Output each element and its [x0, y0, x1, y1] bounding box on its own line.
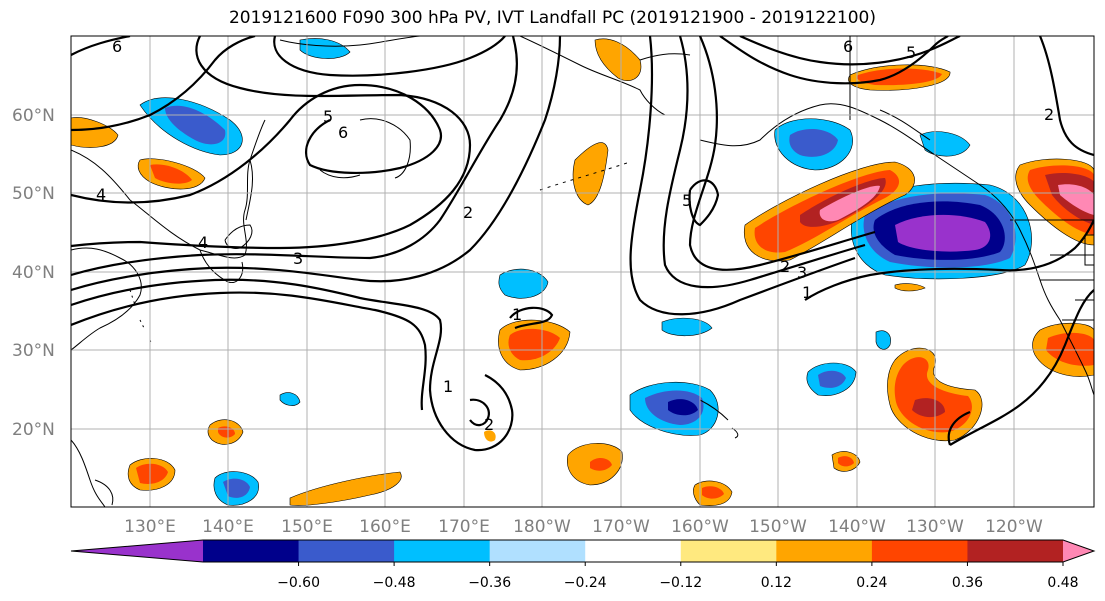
- latitude-label: 30°N: [12, 341, 55, 361]
- pv-contours: [71, 36, 1094, 452]
- longitude-label: 120°W: [985, 517, 1043, 537]
- colorbar-tick-label: 0.48: [1047, 575, 1078, 591]
- contour-label: 5: [323, 107, 333, 126]
- contour-label: 1: [443, 377, 453, 396]
- latitude-label: 50°N: [12, 184, 55, 204]
- contour-label: 5: [906, 43, 916, 62]
- colorbar-tick-label: −0.48: [373, 575, 416, 591]
- longitude-label: 180°W: [513, 517, 571, 537]
- colorbar-tick-label: −0.12: [659, 575, 702, 591]
- longitude-label: 140°E: [202, 517, 254, 537]
- colorbar-bin: [967, 540, 1064, 562]
- contour-label: 2: [463, 203, 473, 222]
- colorbar-bin: [489, 540, 586, 562]
- colorbar-bin: [585, 540, 682, 562]
- colorbar-tick-label: −0.60: [277, 575, 320, 591]
- colorbar-bin: [776, 540, 873, 562]
- longitude-label: 170°W: [592, 517, 650, 537]
- latitude-label: 20°N: [12, 420, 55, 440]
- map-title: 2019121600 F090 300 hPa PV, IVT Landfall…: [228, 8, 876, 28]
- contour-label-group: 6 5 6 4 4 3 2 1 1 2 6 5 5 2 3 1 2: [96, 37, 1054, 434]
- longitude-label: 130°W: [906, 517, 964, 537]
- contour-label: 1: [802, 283, 812, 302]
- contour-label: 2: [484, 415, 494, 434]
- positive-shading: [71, 38, 1094, 506]
- colorbar-extension-low: [71, 540, 203, 562]
- colorbar-tick-label: 0.24: [856, 575, 887, 591]
- longitude-label: 150°E: [281, 517, 333, 537]
- contour-label: 6: [843, 37, 853, 56]
- contour-label: 4: [96, 185, 106, 204]
- latitude-label: 60°N: [12, 106, 55, 126]
- contour-label: 2: [780, 257, 790, 276]
- colorbar-tick-label: 0.12: [761, 575, 792, 591]
- longitude-label: 160°E: [359, 517, 411, 537]
- graticule: [71, 36, 1094, 507]
- colorbar-bin: [680, 540, 777, 562]
- colorbar-bin: [871, 540, 968, 562]
- contour-label: 6: [338, 123, 348, 142]
- map-frame: [70, 35, 1095, 508]
- colorbar-bin: [394, 540, 491, 562]
- contour-label: 2: [1044, 105, 1054, 124]
- longitude-label: 160°W: [671, 517, 729, 537]
- latitude-label: 40°N: [12, 263, 55, 283]
- contour-label: 4: [198, 233, 208, 252]
- colorbar-bin: [298, 540, 395, 562]
- longitude-label: 150°W: [749, 517, 807, 537]
- longitude-label: 130°E: [124, 517, 176, 537]
- contour-label: 5: [682, 191, 692, 210]
- longitude-label: 170°E: [438, 517, 490, 537]
- negative-shading: [139, 38, 1032, 506]
- longitude-axis: 130°E 140°E 150°E 160°E 170°E 180°W 170°…: [124, 517, 1043, 537]
- colorbar-outline: [70, 539, 1096, 563]
- colorbar-tick-label: −0.36: [468, 575, 511, 591]
- latitude-axis: 60°N 50°N 40°N 30°N 20°N: [12, 106, 55, 440]
- longitude-label: 140°W: [828, 517, 886, 537]
- map-area: 6 5 6 4 4 3 2 1 1 2 6 5 5 2 3 1 2: [71, 36, 1094, 507]
- colorbar-bin: [203, 540, 300, 562]
- colorbar: −0.60 −0.48 −0.36 −0.24 −0.12 0.12 0.24 0.36 0.4…: [70, 539, 1096, 591]
- colorbar-extension-high: [1063, 540, 1094, 562]
- contour-label: 6: [112, 37, 122, 56]
- colorbar-tick-label: −0.24: [564, 575, 607, 591]
- contour-label: 1: [512, 305, 522, 324]
- contour-label: 3: [797, 263, 807, 282]
- contour-label: 3: [293, 249, 303, 268]
- colorbar-tick-label: 0.36: [952, 575, 983, 591]
